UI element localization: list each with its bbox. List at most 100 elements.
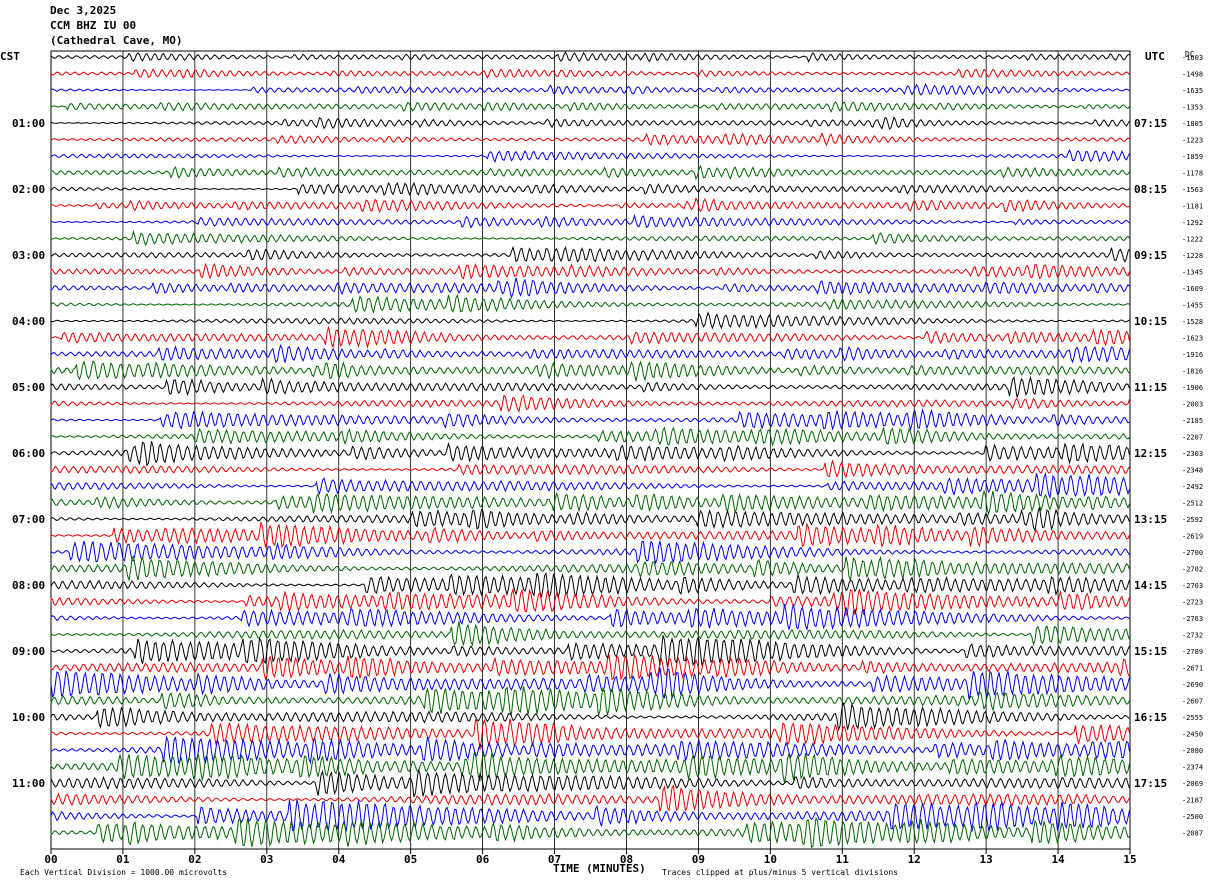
seismic-trace bbox=[50, 51, 1130, 63]
dc-offset-label: -1228 bbox=[1182, 252, 1203, 260]
dc-offset-label: -2702 bbox=[1182, 566, 1203, 574]
seismic-trace bbox=[50, 554, 1130, 583]
clip-note: Traces clipped at plus/minus 5 vertical … bbox=[662, 868, 899, 877]
seismic-trace bbox=[50, 521, 1130, 549]
dc-offset-label: -2607 bbox=[1182, 698, 1203, 706]
dc-offset-label: -1222 bbox=[1182, 236, 1203, 244]
dc-offset-label: -1528 bbox=[1182, 318, 1203, 326]
cst-hour-label: 06:00 bbox=[12, 447, 45, 460]
dc-offset-label: -2492 bbox=[1182, 483, 1203, 491]
x-tick-label: 13 bbox=[980, 853, 993, 866]
seismic-trace bbox=[50, 407, 1130, 432]
seismic-trace bbox=[50, 604, 1130, 632]
dc-offset-label: -2512 bbox=[1182, 500, 1203, 508]
seismic-trace bbox=[50, 587, 1130, 617]
seismic-trace bbox=[50, 68, 1130, 79]
plot-frame bbox=[50, 50, 1131, 850]
x-tick-label: 01 bbox=[116, 853, 130, 866]
x-tick-label: 04 bbox=[332, 853, 346, 866]
dc-offset-label: -2592 bbox=[1182, 516, 1203, 524]
seismic-trace bbox=[50, 164, 1130, 181]
seismic-trace bbox=[50, 667, 1130, 700]
seismic-trace bbox=[50, 262, 1130, 280]
seismic-trace bbox=[50, 326, 1130, 349]
seismic-trace bbox=[50, 621, 1130, 647]
dc-offset-label: -2671 bbox=[1182, 665, 1203, 673]
dc-offset-label: -1178 bbox=[1182, 170, 1203, 178]
cst-hour-label: 02:00 bbox=[12, 183, 45, 196]
x-tick-label: 09 bbox=[692, 853, 705, 866]
cst-hour-label: 05:00 bbox=[12, 381, 45, 394]
utc-hour-label: 11:15 bbox=[1134, 381, 1167, 394]
seismic-trace bbox=[50, 116, 1130, 130]
dc-offset-label: -2087 bbox=[1182, 830, 1203, 838]
dc-offset-label: -2080 bbox=[1182, 747, 1203, 755]
dc-offset-label: -1603 bbox=[1182, 54, 1203, 62]
cst-hour-label: 03:00 bbox=[12, 249, 45, 262]
seismic-trace bbox=[50, 769, 1130, 798]
seismic-trace bbox=[50, 294, 1130, 315]
seismic-trace bbox=[50, 816, 1130, 849]
dc-offset-label: -1859 bbox=[1182, 153, 1203, 161]
seismic-trace bbox=[50, 686, 1130, 716]
x-tick-label: 15 bbox=[1123, 853, 1136, 866]
x-tick-label: 02 bbox=[188, 853, 201, 866]
dc-offset-label: -2450 bbox=[1182, 731, 1203, 739]
seismic-trace bbox=[50, 148, 1130, 163]
dc-offset-label: -2348 bbox=[1182, 467, 1203, 475]
seismic-trace bbox=[50, 213, 1130, 229]
seismic-trace bbox=[50, 360, 1130, 383]
dc-offset-label: -2069 bbox=[1182, 780, 1203, 788]
seismic-trace bbox=[50, 735, 1130, 765]
seismic-trace bbox=[50, 277, 1130, 300]
seismic-trace bbox=[50, 784, 1130, 813]
seismic-trace bbox=[50, 799, 1130, 832]
x-tick-label: 12 bbox=[908, 853, 921, 866]
dc-offset-label: -1498 bbox=[1182, 71, 1203, 79]
cst-hour-label: 09:00 bbox=[12, 645, 45, 658]
header-date: Dec 3,2025 bbox=[50, 4, 117, 17]
x-tick-label: 10 bbox=[764, 853, 777, 866]
dc-offset-label: -2763 bbox=[1182, 615, 1203, 623]
dc-offset-label: -1609 bbox=[1182, 285, 1203, 293]
dc-offset-label: -2207 bbox=[1182, 434, 1203, 442]
dc-offset-label: -2003 bbox=[1182, 401, 1203, 409]
seismic-trace bbox=[50, 311, 1130, 330]
x-tick-label: 08 bbox=[620, 853, 633, 866]
dc-offset-label: -2185 bbox=[1182, 417, 1203, 425]
dc-offset-label: -1223 bbox=[1182, 137, 1203, 145]
seismic-trace bbox=[50, 507, 1130, 533]
seismic-trace bbox=[50, 718, 1130, 750]
utc-hour-label: 15:15 bbox=[1134, 645, 1167, 658]
utc-hour-label: 16:15 bbox=[1134, 711, 1167, 724]
dc-offset-label: -2690 bbox=[1182, 681, 1203, 689]
x-tick-label: 11 bbox=[836, 853, 850, 866]
dc-offset-label: -2700 bbox=[1182, 549, 1203, 557]
dc-offset-label: -1353 bbox=[1182, 104, 1203, 112]
cst-hour-label: 11:00 bbox=[12, 777, 45, 790]
dc-label: DC bbox=[1185, 50, 1195, 59]
seismic-trace bbox=[50, 702, 1130, 732]
seismic-trace bbox=[50, 197, 1130, 214]
x-tick-label: 14 bbox=[1051, 853, 1065, 866]
utc-hour-label: 14:15 bbox=[1134, 579, 1167, 592]
x-axis-title: TIME (MINUTES) bbox=[553, 862, 646, 875]
seismic-trace bbox=[50, 460, 1130, 479]
dc-offset-label: -1805 bbox=[1182, 120, 1203, 128]
dc-offset-label: -1292 bbox=[1182, 219, 1203, 227]
seismic-trace bbox=[50, 394, 1130, 413]
seismic-trace bbox=[50, 635, 1130, 668]
right-axis-label: UTC bbox=[1145, 50, 1165, 63]
dc-offset-label: -2555 bbox=[1182, 714, 1203, 722]
dc-offset-label: -2789 bbox=[1182, 648, 1203, 656]
dc-offset-label: -2303 bbox=[1182, 450, 1203, 458]
cst-hour-label: 01:00 bbox=[12, 117, 45, 130]
cst-hour-label: 07:00 bbox=[12, 513, 45, 526]
cst-hour-label: 04:00 bbox=[12, 315, 45, 328]
seismic-trace bbox=[50, 540, 1130, 565]
seismic-trace bbox=[50, 245, 1130, 263]
dc-offset-label: -1916 bbox=[1182, 351, 1203, 359]
seismic-trace bbox=[50, 344, 1130, 364]
x-tick-label: 03 bbox=[260, 853, 273, 866]
